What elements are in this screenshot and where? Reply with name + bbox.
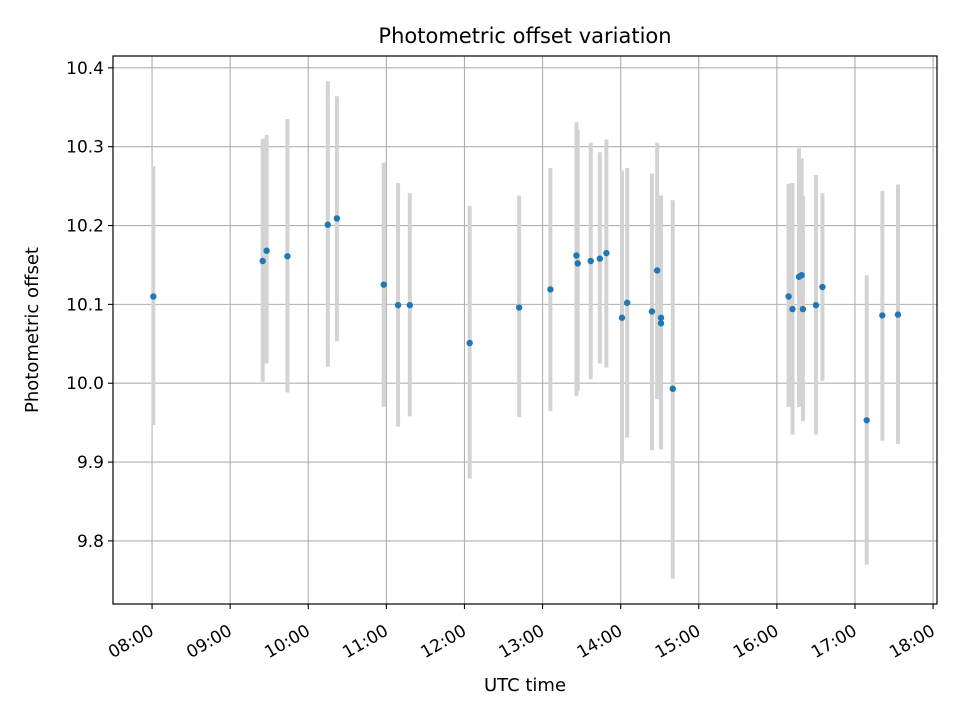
y-axis-label: Photometric offset xyxy=(22,247,43,413)
data-point xyxy=(324,221,331,228)
data-point xyxy=(573,252,580,259)
y-tick-label: 10.0 xyxy=(66,374,104,394)
data-point xyxy=(863,417,870,424)
data-point xyxy=(653,267,661,274)
chart-title: Photometric offset variation xyxy=(378,24,671,48)
data-point xyxy=(603,249,610,257)
data-point xyxy=(879,312,886,319)
data-point xyxy=(259,257,266,265)
data-point xyxy=(547,286,554,293)
data-point xyxy=(618,314,626,321)
data-point xyxy=(785,293,792,300)
data-point xyxy=(894,311,902,318)
data-points xyxy=(150,215,902,424)
y-tick-label: 9.8 xyxy=(77,532,104,552)
y-tick-label: 10.4 xyxy=(66,59,104,79)
data-point xyxy=(574,260,581,267)
data-point xyxy=(799,305,807,313)
data-point xyxy=(623,299,631,306)
y-tick-label: 9.9 xyxy=(77,453,104,473)
plot-frame xyxy=(112,55,938,605)
data-point xyxy=(406,301,413,309)
data-point xyxy=(587,257,594,265)
y-axis-ticks: 9.8 9.9 10.0 10.1 10.2 10.3 10.4 xyxy=(66,59,113,552)
data-point xyxy=(150,293,157,300)
data-point xyxy=(812,301,820,309)
data-point xyxy=(466,339,473,347)
data-point xyxy=(596,255,604,262)
data-point xyxy=(798,272,805,279)
data-point xyxy=(263,247,270,254)
data-point xyxy=(789,305,796,313)
data-point xyxy=(657,314,665,321)
data-point xyxy=(394,301,402,309)
y-tick-label: 10.3 xyxy=(66,138,104,158)
y-tick-label: 10.1 xyxy=(66,295,104,315)
data-point xyxy=(284,253,291,260)
data-point xyxy=(648,308,656,315)
data-point xyxy=(333,215,341,222)
data-point xyxy=(380,281,387,288)
x-axis-label: UTC time xyxy=(484,675,566,696)
data-point xyxy=(819,283,826,291)
data-point xyxy=(515,304,523,311)
grid-lines xyxy=(113,56,937,604)
data-point xyxy=(669,385,676,392)
data-point xyxy=(657,320,665,327)
y-tick-label: 10.2 xyxy=(66,217,104,237)
